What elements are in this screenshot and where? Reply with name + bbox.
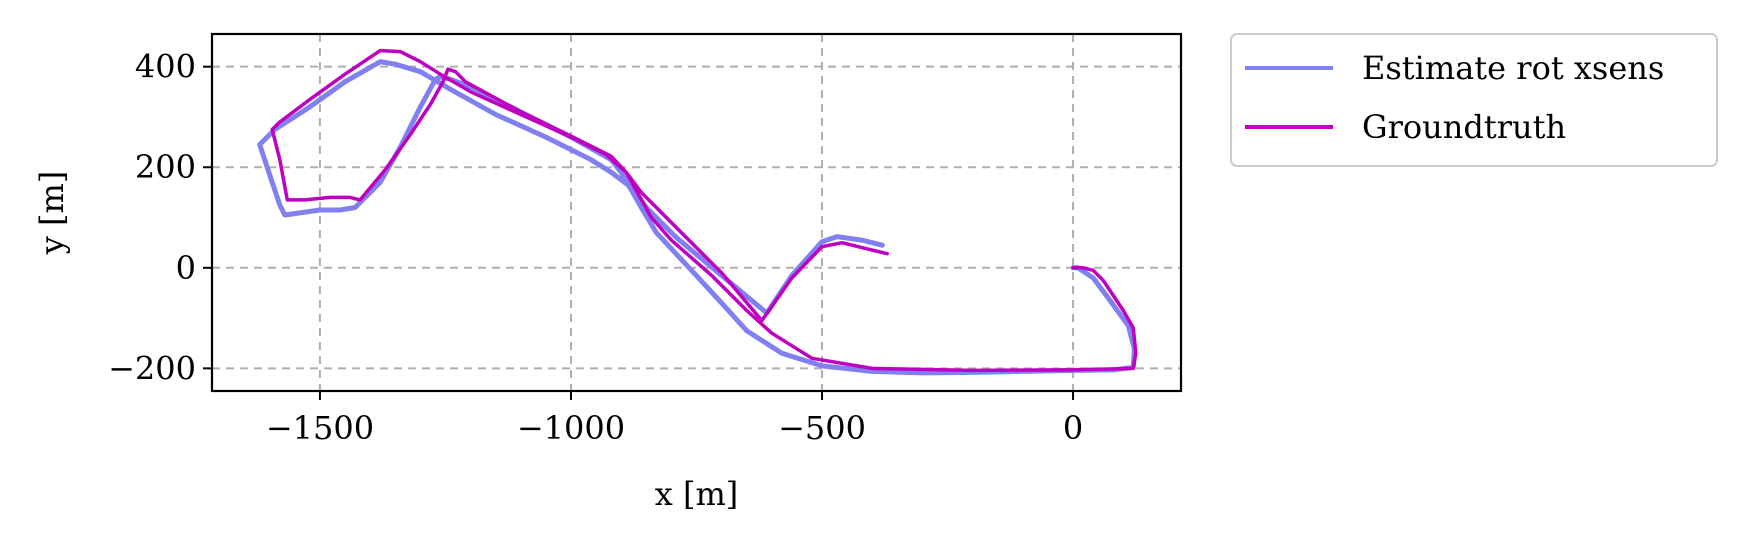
x-axis-label: x [m] [655,475,739,513]
y-axis-label: y [m] [33,171,71,256]
legend-label-estimate: Estimate rot xsens [1362,49,1664,87]
y-tick-label: 200 [135,148,196,186]
grid [212,34,1181,391]
series-line-estimate [257,59,1137,376]
series-line-groundtruth [270,48,1138,373]
x-tick-label: −1000 [517,409,625,447]
y-tick-label: 400 [135,48,196,86]
y-tick-label: −200 [108,349,196,387]
plot-frame [210,32,1183,393]
legend-frame [1230,33,1718,167]
x-tick-label: −1500 [266,409,374,447]
legend: Estimate rot xsens Groundtruth [1230,33,1718,167]
x-tick-label: 0 [1063,409,1083,447]
y-tick-label: 0 [176,249,196,287]
x-tick-label: −500 [778,409,866,447]
ticks: −1500 −1000 −500 0 400 200 0 −200 [108,48,1083,447]
series-layer [257,48,1138,376]
legend-label-groundtruth: Groundtruth [1362,108,1566,146]
